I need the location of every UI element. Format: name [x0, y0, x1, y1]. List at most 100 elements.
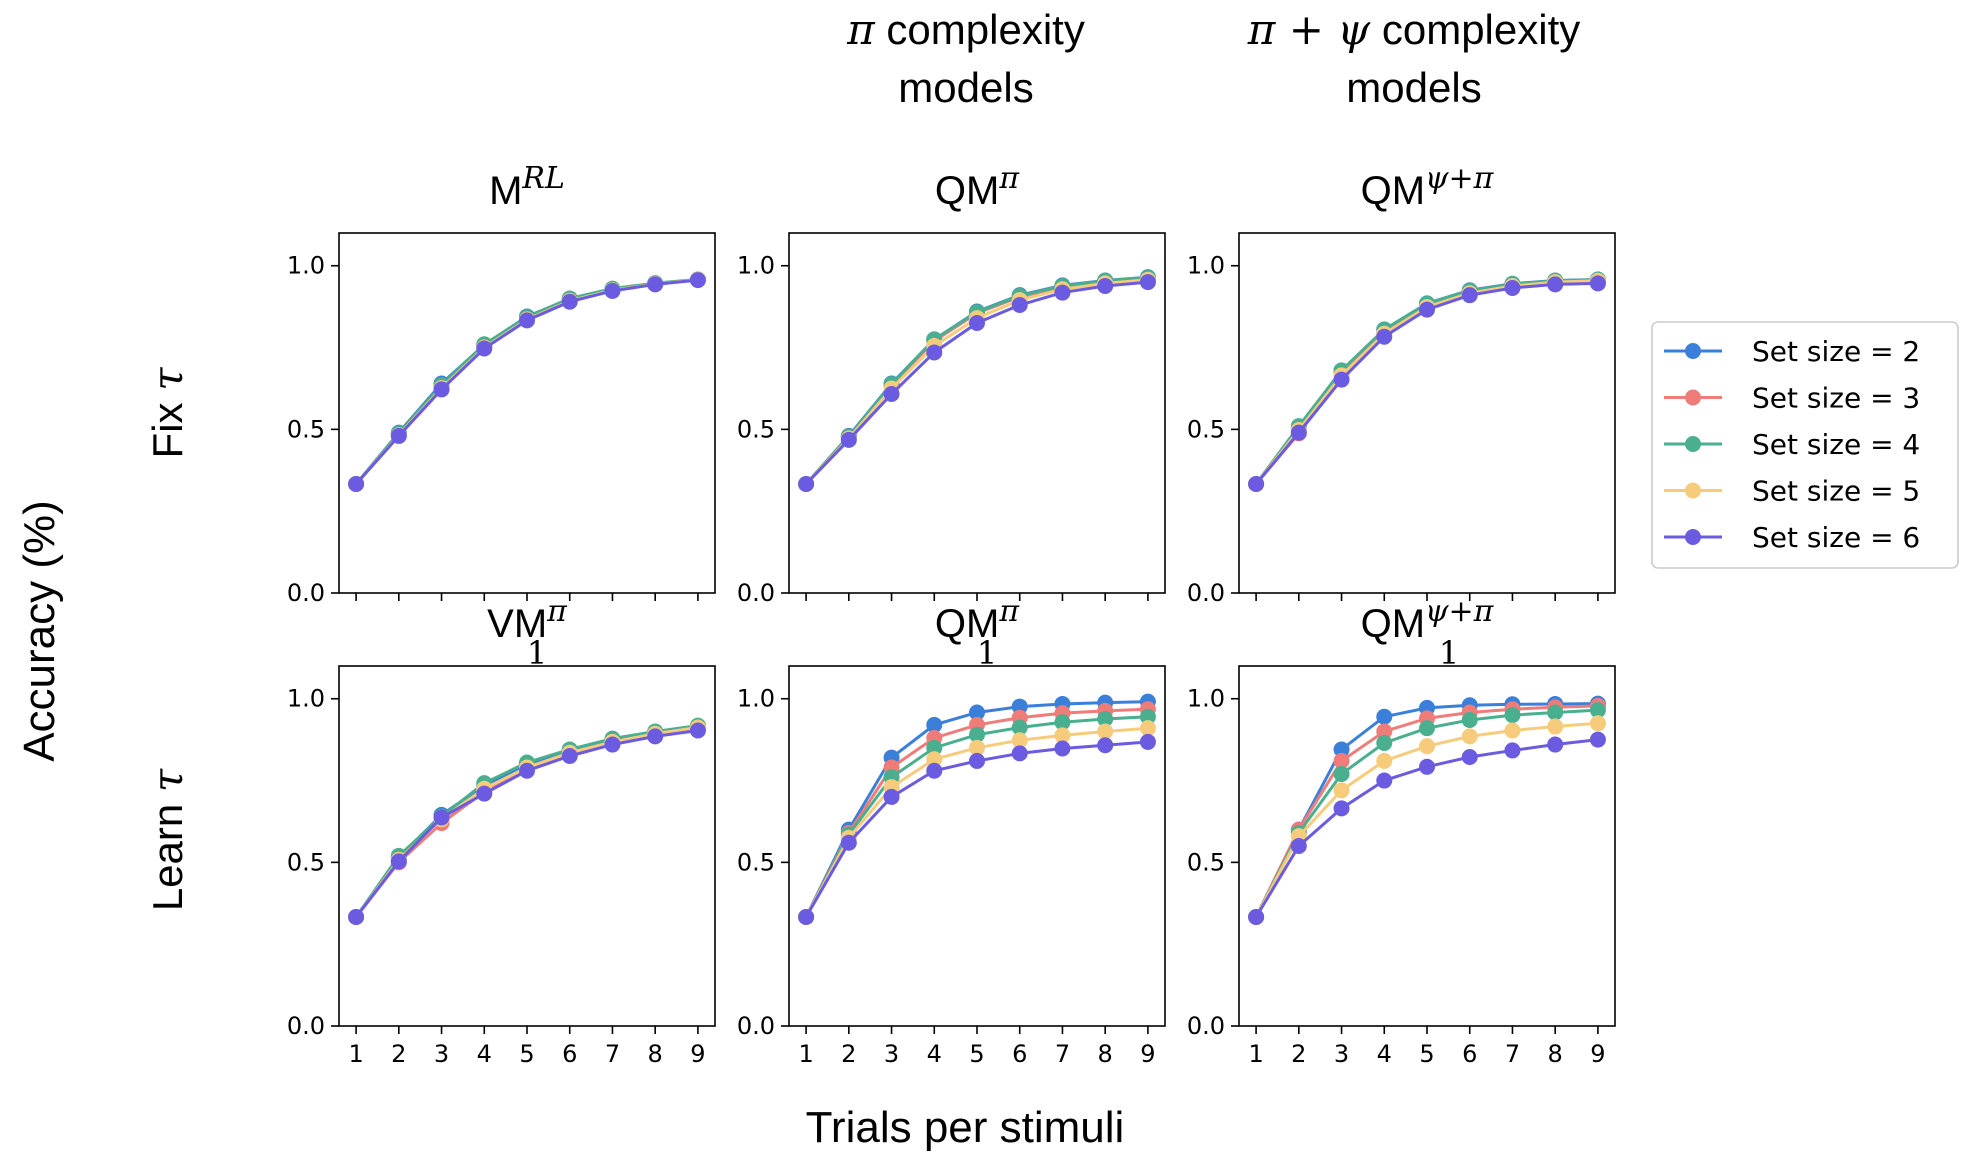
- x-tick-label: 3: [1334, 1040, 1349, 1068]
- series-4: [1248, 702, 1606, 926]
- data-point: [1054, 714, 1071, 731]
- data-point: [883, 386, 900, 403]
- data-point: [1376, 752, 1393, 769]
- x-tick-label: 4: [477, 1040, 492, 1068]
- column-header-line1: π + ψ complexity: [1247, 5, 1581, 54]
- data-point: [969, 704, 985, 721]
- x-tick-label: 5: [1419, 1040, 1434, 1068]
- legend-label: Set size = 5: [1752, 475, 1920, 508]
- subplot-title-subscript: 1: [977, 634, 997, 672]
- series-2: [348, 271, 706, 493]
- column-header-3: π + ψ complexity models: [1247, 5, 1581, 111]
- legend-label: Set size = 4: [1752, 428, 1920, 461]
- x-tick-label: 9: [1140, 1040, 1155, 1068]
- row-label-1: Fix τ: [143, 367, 192, 459]
- x-tick-label: 3: [434, 1040, 449, 1068]
- subplot-1: MRL 0.0 0.5 1.0: [287, 161, 716, 607]
- legend-entry-2: Set size = 2: [1664, 335, 1920, 368]
- x-tick-label: 5: [969, 1040, 984, 1068]
- y-tick-label: 1.0: [1187, 685, 1225, 713]
- data-point: [561, 293, 578, 310]
- data-point: [390, 427, 407, 444]
- x-tick-label: 8: [648, 1040, 663, 1068]
- data-point: [604, 736, 621, 753]
- legend-entry-6: Set size = 6: [1664, 521, 1920, 554]
- data-point: [1376, 772, 1393, 789]
- data-point: [1376, 734, 1393, 751]
- y-axis-label: Accuracy (%): [15, 500, 64, 762]
- subplot-title: QMπ: [935, 594, 1020, 646]
- data-point: [647, 276, 664, 293]
- data-point: [1504, 707, 1521, 724]
- y-tick-label: 0.0: [737, 579, 775, 607]
- series-4: [348, 271, 706, 493]
- data-point: [604, 282, 621, 299]
- x-tick-label: 4: [1377, 1040, 1392, 1068]
- x-tick-label: 7: [605, 1040, 620, 1068]
- x-tick-label: 8: [1548, 1040, 1563, 1068]
- data-point: [1054, 727, 1071, 744]
- x-tick-label: 1: [798, 1040, 813, 1068]
- subplot-2: QMπ 0.0 0.5 1.0: [737, 161, 1166, 607]
- data-point: [1461, 728, 1478, 745]
- data-point: [1547, 276, 1564, 293]
- data-point: [1333, 766, 1350, 782]
- series-5: [348, 271, 706, 493]
- y-tick-label: 0.5: [737, 415, 775, 443]
- legend-marker: [1685, 482, 1701, 499]
- data-point: [1376, 328, 1393, 345]
- data-point: [348, 476, 365, 493]
- data-point: [1011, 698, 1028, 715]
- data-point: [1333, 752, 1350, 769]
- x-tick-label: 6: [1462, 1040, 1477, 1068]
- data-point: [1547, 718, 1564, 735]
- data-point: [1461, 748, 1478, 765]
- column-header-line1: π complexity: [846, 5, 1085, 54]
- legend: Set size = 2 Set size = 3 Set size = 4 Set …: [1651, 321, 1959, 569]
- data-point: [1139, 274, 1156, 291]
- data-point: [926, 344, 943, 361]
- series-3: [348, 720, 706, 926]
- y-tick-label: 0.0: [287, 579, 325, 607]
- x-tick-label: 1: [1248, 1040, 1263, 1068]
- series-line: [354, 724, 699, 918]
- subplot-6: QMψ+π10.00.51.01 2 3 4 5 6 7 8 9: [1187, 594, 1616, 1068]
- data-point: [969, 752, 985, 769]
- data-point: [1248, 909, 1265, 926]
- data-point: [1139, 708, 1156, 725]
- series-3: [348, 271, 706, 493]
- column-header-line2: models: [898, 64, 1033, 111]
- x-tick-label: 1: [348, 1040, 363, 1068]
- series-6: [1248, 731, 1606, 926]
- x-tick-label: 6: [562, 1040, 577, 1068]
- subplot-title: QMπ: [935, 161, 1020, 213]
- data-point: [647, 728, 664, 745]
- data-point: [1333, 741, 1350, 758]
- data-point: [1139, 720, 1156, 737]
- data-point: [1011, 719, 1028, 736]
- row-labels: Fix τ Learn τ: [143, 367, 192, 911]
- series-6: [348, 272, 706, 493]
- data-point: [1547, 704, 1564, 721]
- data-point: [1376, 723, 1393, 740]
- subplot-title: QMψ+π: [1361, 161, 1495, 213]
- series-3: [798, 270, 1156, 493]
- y-tick-label: 0.5: [1187, 848, 1225, 876]
- data-point: [476, 340, 493, 357]
- legend-label: Set size = 3: [1752, 382, 1920, 415]
- data-point: [1376, 708, 1393, 725]
- data-point: [840, 834, 857, 851]
- column-headers: π complexity models π + ψ complexity models: [846, 5, 1580, 111]
- series-6: [348, 722, 706, 926]
- x-tick-label: 4: [927, 1040, 942, 1068]
- subplot-title: MRL: [489, 161, 565, 213]
- legend-marker: [1685, 343, 1701, 359]
- data-point: [1419, 301, 1435, 318]
- data-point: [1589, 731, 1606, 748]
- axes-frame: [338, 665, 716, 1027]
- y-tick-label: 0.5: [287, 848, 325, 876]
- data-point: [883, 788, 900, 805]
- data-point: [1139, 733, 1156, 750]
- data-point: [390, 853, 407, 870]
